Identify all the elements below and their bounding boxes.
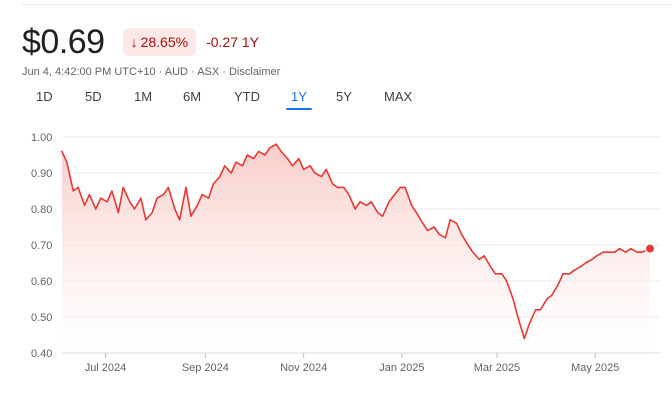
y-tick-label: 0.80 [31, 204, 52, 216]
x-tick-label: Nov 2024 [280, 362, 327, 374]
change-absolute: -0.27 1Y [206, 34, 260, 50]
y-tick-label: 0.90 [31, 168, 52, 180]
y-tick-label: 0.40 [31, 348, 52, 360]
current-price: $0.69 [22, 23, 105, 61]
quote-header: $0.69 ↓ 28.65% -0.27 1Y [22, 22, 259, 62]
range-tab-1y[interactable]: 1Y [286, 88, 312, 110]
range-tab-5d[interactable]: 5D [85, 89, 102, 104]
range-tab-5y[interactable]: 5Y [336, 89, 352, 104]
quote-meta: Jun 4, 4:42:00 PM UTC+10 · AUD · ASX · D… [22, 66, 280, 78]
price-area-fill [62, 144, 650, 353]
y-tick-label: 1.00 [31, 132, 52, 144]
range-tab-6m[interactable]: 6M [183, 89, 202, 104]
meta-exchange: ASX [197, 66, 220, 78]
price-chart[interactable]: 1.00 0.90 0.80 0.70 0.60 0.50 0.40 Jul 2024 Sep… [0, 120, 672, 400]
meta-separator: · [219, 66, 229, 78]
meta-separator: · [155, 66, 165, 78]
meta-timestamp: Jun 4, 4:42:00 PM UTC+10 [22, 66, 156, 78]
range-tab-1d[interactable]: 1D [36, 89, 53, 104]
disclaimer-link[interactable]: Disclaimer [228, 66, 281, 78]
current-price-marker [645, 243, 655, 254]
change-percent-badge: ↓ 28.65% [122, 28, 197, 56]
x-tick-label: Sep 2024 [182, 362, 229, 374]
y-tick-label: 0.60 [31, 276, 52, 288]
change-percent: 28.65% [140, 34, 189, 50]
range-tab-1m[interactable]: 1M [134, 89, 153, 104]
x-tick-label: Mar 2025 [474, 362, 520, 374]
price-line [61, 143, 651, 340]
range-tab-max[interactable]: MAX [384, 89, 413, 104]
price-chart-svg: 1.00 0.90 0.80 0.70 0.60 0.50 0.40 Jul 2024 Sep… [31, 132, 660, 374]
x-tick-label: Jul 2024 [85, 362, 127, 374]
x-tick-label: May 2025 [571, 362, 619, 374]
x-tick-label: Jan 2025 [379, 362, 424, 374]
arrow-down-icon: ↓ [130, 34, 138, 50]
y-tick-label: 0.50 [31, 312, 52, 324]
meta-currency: AUD [164, 66, 189, 78]
meta-separator: · [188, 66, 198, 78]
range-tab-ytd[interactable]: YTD [234, 89, 260, 104]
top-divider [22, 4, 672, 5]
y-tick-label: 0.70 [31, 240, 52, 252]
